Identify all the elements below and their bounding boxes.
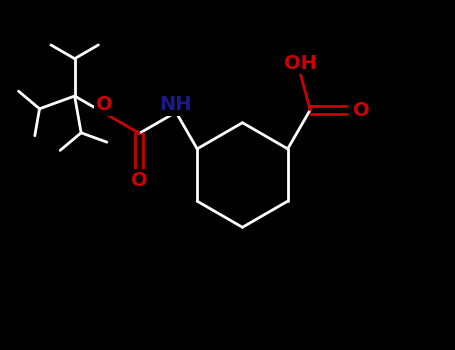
Text: O: O <box>96 95 113 114</box>
Text: NH: NH <box>160 95 192 114</box>
Text: O: O <box>353 100 370 120</box>
Text: O: O <box>131 171 147 190</box>
Text: OH: OH <box>284 54 317 72</box>
